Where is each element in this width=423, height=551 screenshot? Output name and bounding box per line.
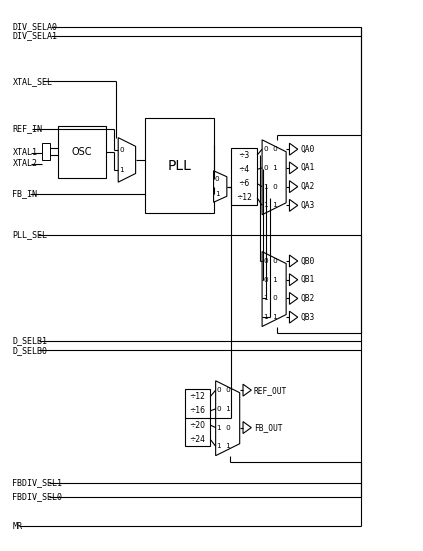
Text: QA2: QA2: [300, 182, 314, 191]
Polygon shape: [289, 255, 298, 267]
Bar: [145, 118, 214, 213]
Polygon shape: [214, 171, 227, 202]
Text: 0  1: 0 1: [217, 406, 231, 412]
Polygon shape: [289, 143, 298, 155]
Polygon shape: [289, 274, 298, 285]
Text: ÷4: ÷4: [239, 165, 250, 174]
Text: QA3: QA3: [300, 201, 314, 210]
Text: FBDIV_SEL1: FBDIV_SEL1: [12, 478, 63, 487]
Text: ÷3: ÷3: [239, 150, 250, 160]
Text: 0  0: 0 0: [264, 258, 277, 264]
Text: ÷24: ÷24: [190, 435, 206, 444]
Text: 0  0: 0 0: [264, 146, 277, 152]
Text: QB1: QB1: [300, 275, 314, 284]
Text: ÷6: ÷6: [239, 179, 250, 188]
Text: XTAL_SEL: XTAL_SEL: [12, 77, 52, 86]
Polygon shape: [289, 293, 298, 304]
Text: ÷12: ÷12: [190, 392, 205, 401]
Text: FBDIV_SEL0: FBDIV_SEL0: [12, 493, 63, 501]
Text: 0  0: 0 0: [217, 387, 231, 393]
Text: FB_IN: FB_IN: [12, 190, 38, 198]
Polygon shape: [289, 181, 298, 193]
Polygon shape: [243, 384, 251, 396]
Text: REF_IN: REF_IN: [12, 125, 42, 133]
Bar: [58, 126, 106, 178]
Text: QB2: QB2: [300, 294, 314, 303]
Text: 0  1: 0 1: [264, 277, 277, 283]
Polygon shape: [289, 162, 298, 174]
Polygon shape: [243, 422, 251, 434]
Text: ÷16: ÷16: [190, 406, 206, 415]
Text: 0: 0: [215, 176, 220, 182]
Text: 1  0: 1 0: [217, 425, 231, 430]
Text: 1  0: 1 0: [264, 183, 277, 190]
Text: OSC: OSC: [71, 147, 92, 157]
Text: XTAL2: XTAL2: [12, 159, 38, 168]
Polygon shape: [262, 252, 286, 327]
Bar: [42, 143, 50, 160]
Polygon shape: [262, 140, 286, 215]
Text: D_SELB0: D_SELB0: [12, 346, 47, 355]
Text: 1: 1: [215, 191, 220, 197]
Text: PLL: PLL: [168, 159, 191, 172]
Text: 1  1: 1 1: [264, 202, 277, 208]
Text: QB0: QB0: [300, 256, 314, 266]
Text: ÷12: ÷12: [236, 193, 252, 202]
Text: FB_OUT: FB_OUT: [254, 423, 282, 432]
Text: D_SELB1: D_SELB1: [12, 336, 47, 345]
Polygon shape: [118, 138, 136, 182]
Text: QA0: QA0: [300, 145, 314, 154]
Text: QA1: QA1: [300, 164, 314, 172]
Bar: [184, 390, 210, 446]
Polygon shape: [289, 199, 298, 212]
Text: REF_OUT: REF_OUT: [254, 386, 287, 395]
Text: DIV_SELA1: DIV_SELA1: [12, 31, 58, 40]
Text: 1: 1: [119, 167, 124, 173]
Text: 1  1: 1 1: [264, 314, 277, 320]
Text: MR: MR: [12, 522, 22, 531]
Text: 0: 0: [119, 147, 124, 153]
Text: 1  0: 1 0: [264, 295, 277, 301]
Text: ÷20: ÷20: [190, 420, 206, 430]
Text: DIV_SELA0: DIV_SELA0: [12, 23, 58, 31]
Text: QB3: QB3: [300, 312, 314, 322]
Polygon shape: [216, 381, 240, 456]
Text: 0  1: 0 1: [264, 165, 277, 171]
Text: PLL_SEL: PLL_SEL: [12, 230, 47, 239]
Text: 1  1: 1 1: [217, 444, 231, 449]
Polygon shape: [289, 311, 298, 323]
Text: XTAL1: XTAL1: [12, 148, 38, 158]
Bar: [231, 148, 257, 205]
